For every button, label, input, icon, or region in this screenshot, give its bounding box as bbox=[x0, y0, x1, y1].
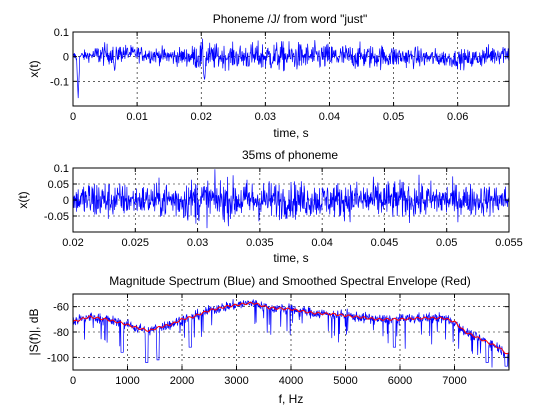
signal-line bbox=[72, 169, 510, 229]
y-tick-label: -0.05 bbox=[44, 211, 69, 223]
chart-title: 35ms of phoneme bbox=[242, 148, 338, 162]
x-tick-label: 3000 bbox=[224, 375, 248, 387]
x-tick-label: 5000 bbox=[333, 375, 357, 387]
x-axis-label: f, Hz bbox=[279, 392, 304, 406]
x-tick-label: 1000 bbox=[115, 375, 139, 387]
x-tick-label: 0.035 bbox=[246, 237, 274, 249]
chart-title: Magnitude Spectrum (Blue) and Smoothed S… bbox=[109, 274, 471, 288]
x-tick-label: 0.03 bbox=[255, 111, 276, 123]
y-tick-label: 0 bbox=[63, 52, 69, 64]
x-axis-ticks: 0 0.01 0.02 0.03 0.04 0.05 0.06 bbox=[70, 32, 468, 123]
chart-title: Phoneme /J/ from word "just" bbox=[213, 12, 368, 26]
plot-area bbox=[73, 32, 509, 106]
spectral-envelope-line bbox=[72, 301, 510, 355]
x-tick-label: 0.01 bbox=[126, 111, 147, 123]
plot-frame bbox=[72, 31, 510, 107]
y-tick-label: -100 bbox=[47, 352, 69, 364]
x-tick-label: 0.02 bbox=[62, 237, 83, 249]
x-axis-ticks: 0 1000 2000 3000 4000 5000 6000 7000 bbox=[70, 294, 467, 387]
x-tick-label: 0.04 bbox=[319, 111, 340, 123]
x-axis-label: time, s bbox=[273, 126, 308, 140]
y-tick-label: 0 bbox=[63, 195, 69, 207]
x-tick-label: 0.045 bbox=[371, 237, 399, 249]
magnitude-spectrum-line bbox=[72, 299, 510, 371]
x-tick-label: 4000 bbox=[279, 375, 303, 387]
x-tick-label: 2000 bbox=[170, 375, 194, 387]
x-tick-label: 0 bbox=[70, 375, 76, 387]
x-tick-label: 0.05 bbox=[436, 237, 457, 249]
x-tick-label: 7000 bbox=[442, 375, 466, 387]
y-axis-label: x(t) bbox=[16, 191, 30, 208]
spectrum-panel: Magnitude Spectrum (Blue) and Smoothed S… bbox=[27, 274, 510, 406]
y-axis-ticks: -100 -80 -60 bbox=[47, 302, 509, 364]
x-tick-label: 0.025 bbox=[122, 237, 150, 249]
y-tick-label: -60 bbox=[53, 302, 69, 314]
y-tick-label: 0.1 bbox=[54, 27, 69, 39]
x-tick-label: 0.06 bbox=[447, 111, 468, 123]
x-tick-label: 0.04 bbox=[311, 237, 332, 249]
y-axis-ticks: -0.05 0 0.05 0.1 bbox=[44, 163, 509, 223]
x-tick-label: 0 bbox=[70, 111, 76, 123]
y-tick-label: 0.05 bbox=[48, 179, 69, 191]
x-tick-label: 0.05 bbox=[383, 111, 404, 123]
waveform-zoom-panel: 35ms of phoneme 0.02 0.025 0.03 0.035 0.04 0.… bbox=[16, 148, 523, 265]
y-axis-label: |S(f)|, dB bbox=[27, 309, 41, 356]
waveform-full-panel: Phoneme /J/ from word "just" 0 0.01 0.02 0.… bbox=[27, 12, 510, 140]
signal-line bbox=[72, 38, 510, 99]
x-tick-label: 0.02 bbox=[191, 111, 212, 123]
y-tick-label: -0.1 bbox=[50, 76, 69, 88]
x-tick-label: 6000 bbox=[388, 375, 412, 387]
y-tick-label: 0.1 bbox=[54, 163, 69, 175]
y-tick-label: -80 bbox=[53, 327, 69, 339]
x-tick-label: 0.03 bbox=[187, 237, 208, 249]
y-axis-label: x(t) bbox=[27, 60, 41, 77]
y-axis-ticks: -0.1 0 0.1 bbox=[50, 27, 509, 88]
x-tick-label: 0.055 bbox=[495, 237, 523, 249]
x-axis-label: time, s bbox=[273, 251, 308, 265]
x-axis-ticks: 0.02 0.025 0.03 0.035 0.04 0.045 0.05 0.055 bbox=[62, 168, 523, 249]
